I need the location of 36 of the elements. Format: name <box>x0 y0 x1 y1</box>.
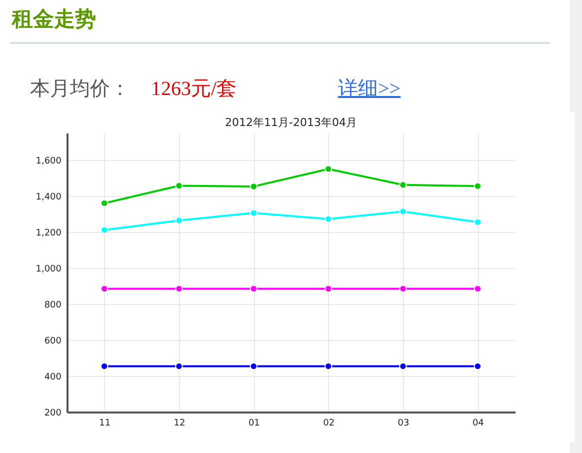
text: 详细>> <box>338 77 401 102</box>
x-tick-label: 01 <box>248 418 260 428</box>
chart-subtitle: 2012年11月-2013年04月 <box>225 116 357 129</box>
point <box>175 182 183 190</box>
point <box>175 284 183 293</box>
chart-title: 租金走势 <box>12 6 96 33</box>
x-tick-label: 04 <box>472 418 484 428</box>
y-tick-label: 1,000 <box>36 264 62 274</box>
y-tick-label: 1,400 <box>36 192 62 202</box>
y-tick-label: 1,200 <box>36 228 62 238</box>
y-tick-label: 1,600 <box>36 156 62 166</box>
point <box>324 284 332 293</box>
x-tick-label: 11 <box>99 418 111 428</box>
point <box>175 362 183 370</box>
point <box>250 362 258 370</box>
y-tick-label: 200 <box>44 408 62 418</box>
point <box>399 208 407 216</box>
point <box>100 226 108 234</box>
x-tick-label: 02 <box>323 418 335 428</box>
text: 本月均价： <box>30 77 130 102</box>
y-tick-label: 400 <box>44 372 62 382</box>
point <box>250 284 258 293</box>
text: 1263元/套 <box>151 77 237 102</box>
point <box>399 284 407 293</box>
y-tick-label: 600 <box>44 336 62 346</box>
x-tick-label: 12 <box>174 418 186 428</box>
point <box>324 362 332 370</box>
point <box>250 182 258 190</box>
point <box>399 180 407 189</box>
point <box>324 165 332 173</box>
x-tick-label: 03 <box>398 418 410 428</box>
point <box>175 216 183 224</box>
y-tick-label: 800 <box>44 300 62 310</box>
point <box>324 215 332 223</box>
point <box>399 362 407 370</box>
point <box>250 209 258 217</box>
